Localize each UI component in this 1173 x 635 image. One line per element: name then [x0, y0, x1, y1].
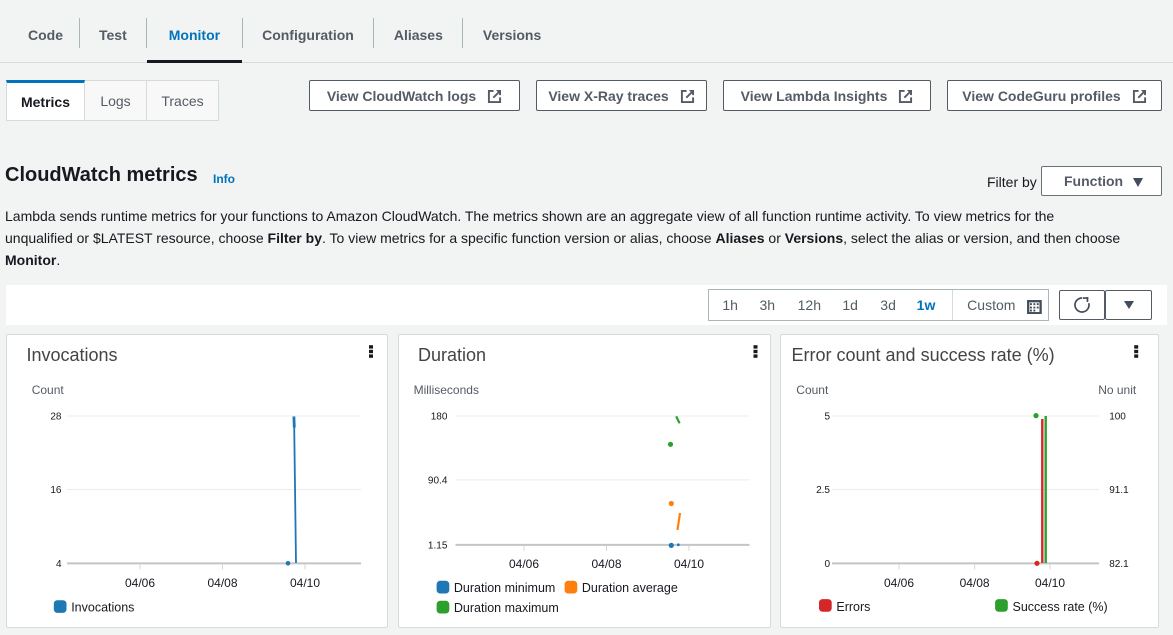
svg-text:04/06: 04/06: [125, 576, 155, 590]
svg-text:04/08: 04/08: [591, 557, 621, 571]
svg-text:04/10: 04/10: [290, 576, 320, 590]
svg-text:04/10: 04/10: [674, 557, 704, 571]
svg-text:Count: Count: [796, 383, 829, 397]
svg-text:0: 0: [824, 559, 830, 570]
svg-text:04/06: 04/06: [884, 576, 914, 590]
svg-text:2.5: 2.5: [816, 485, 830, 496]
svg-text:28: 28: [50, 412, 62, 423]
svg-text:Milliseconds: Milliseconds: [414, 383, 479, 397]
svg-text:Errors: Errors: [836, 600, 870, 614]
svg-text:Duration average: Duration average: [582, 581, 678, 595]
svg-text:Duration: Duration: [418, 345, 486, 365]
svg-text:Duration minimum: Duration minimum: [454, 581, 555, 595]
svg-text:100: 100: [1109, 412, 1126, 423]
svg-text:No unit: No unit: [1098, 383, 1137, 397]
svg-text:82.1: 82.1: [1109, 559, 1129, 570]
svg-text:04/08: 04/08: [960, 576, 990, 590]
svg-text:04/06: 04/06: [509, 557, 539, 571]
svg-text:Count: Count: [32, 383, 65, 397]
svg-text:4: 4: [56, 559, 62, 570]
svg-text:91.1: 91.1: [1109, 485, 1129, 496]
svg-text:04/08: 04/08: [207, 576, 237, 590]
svg-text:Invocations: Invocations: [71, 601, 134, 615]
svg-text:Duration maximum: Duration maximum: [454, 601, 559, 615]
svg-text:04/10: 04/10: [1035, 576, 1065, 590]
svg-text:16: 16: [50, 485, 62, 496]
svg-text:Success rate (%): Success rate (%): [1013, 600, 1108, 614]
svg-text:Invocations: Invocations: [27, 345, 118, 365]
svg-text:1.15: 1.15: [428, 540, 448, 551]
svg-text:5: 5: [824, 412, 830, 423]
svg-text:180: 180: [431, 412, 448, 423]
svg-text:90.4: 90.4: [428, 475, 448, 486]
svg-text:Error count and success rate (: Error count and success rate (%): [792, 345, 1055, 365]
